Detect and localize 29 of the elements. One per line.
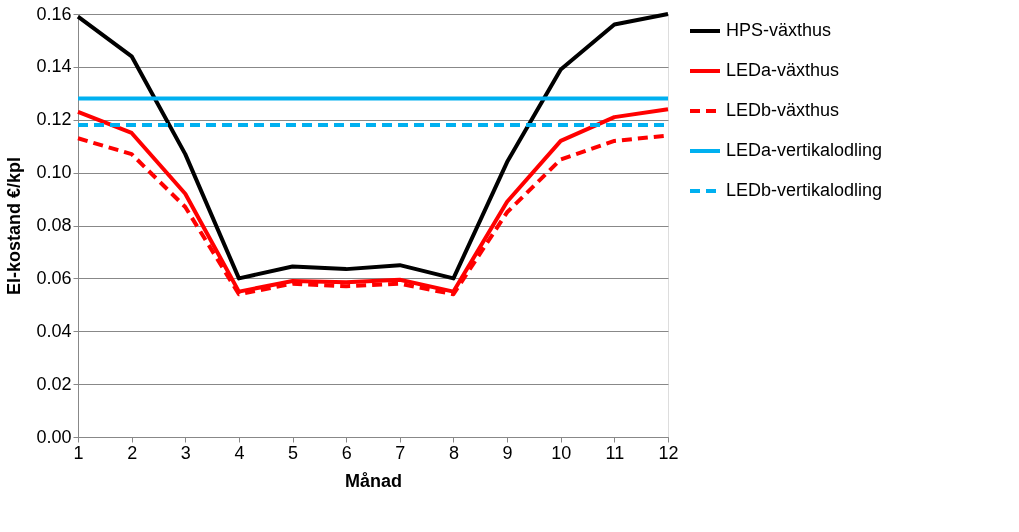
y-axis-title: El-kostand €/kpl [4,156,25,296]
x-tick-label: 8 [448,442,459,463]
x-tick-label: 1 [73,442,84,463]
x-tick-label: 5 [288,442,299,463]
y-tick-label: 0.04 [36,320,72,341]
x-tick-label: 9 [502,442,513,463]
x-tick-label: 6 [341,442,352,463]
x-axis-title: Månad [344,470,403,491]
y-tick-label: 0.08 [36,215,72,235]
legend-label: LEDa-vertikalodling [726,140,883,160]
y-tick-label: 0.12 [36,109,72,130]
y-tick-label: 0.14 [36,56,72,77]
x-tick-label: 11 [605,442,625,463]
legend-label: LEDa-växthus [726,60,840,80]
x-tick-label: 7 [395,442,406,463]
x-tick-label: 12 [658,442,679,463]
y-tick-label: 0.10 [36,162,72,183]
x-tick-label: 10 [551,442,572,463]
y-tick-label: 0.06 [36,267,72,288]
x-tick-label: 4 [234,442,245,463]
line-series [76,107,670,294]
y-tick-label: 0.16 [36,3,72,24]
legend-label: LEDb-vertikalodling [726,180,883,200]
y-tick-label: 0.02 [36,373,72,394]
legend-label: LEDb-växthus [726,100,840,120]
y-tick-label: 0.00 [36,426,72,447]
x-tick-label: 2 [127,442,138,463]
x-tick-label: 3 [180,442,191,463]
legend-label: HPS-växthus [726,20,832,40]
